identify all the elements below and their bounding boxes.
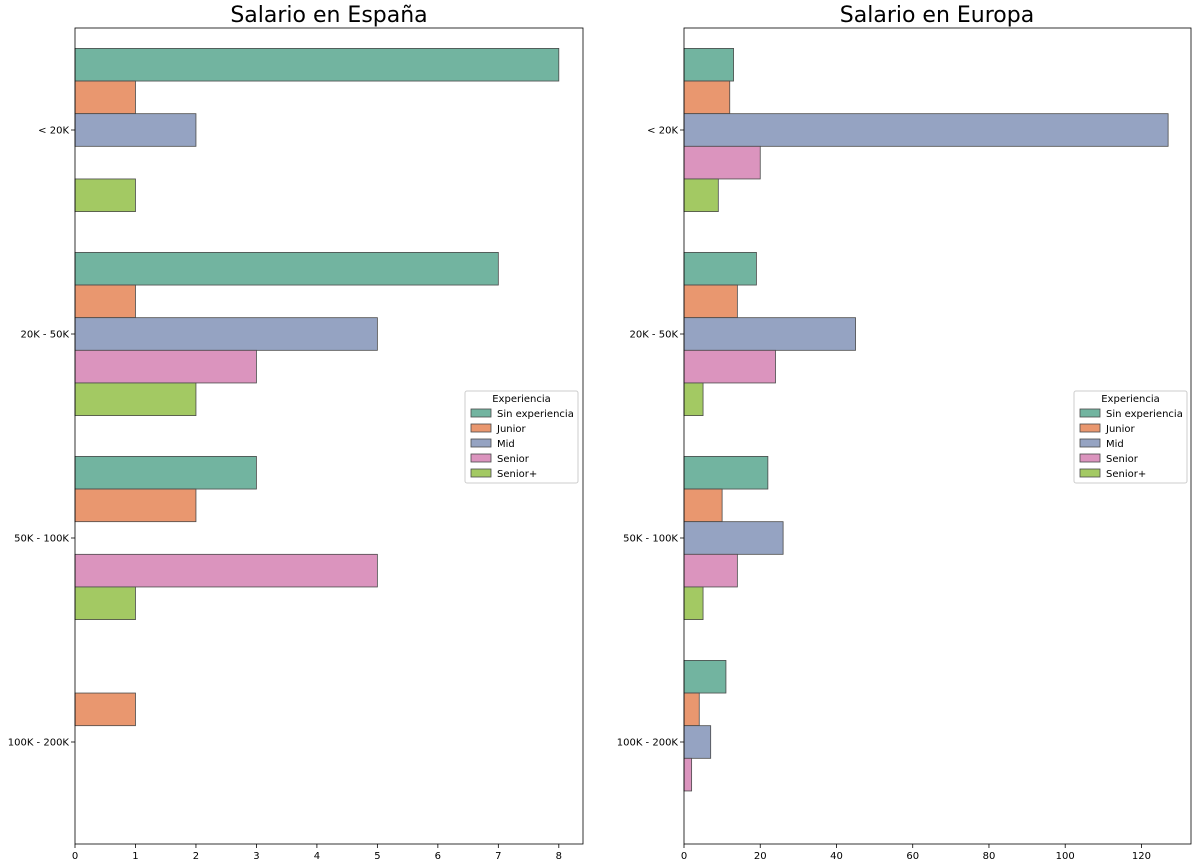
bar-sin-experiencia-50k-100k [74, 455, 257, 490]
bar-junior-20k [74, 80, 136, 115]
bar-sin-experiencia-20k [683, 48, 734, 82]
legend-title: Experiencia [492, 394, 551, 405]
bar-sin-experiencia-20k-50k [74, 251, 499, 286]
bar-sin-experiencia-20k-50k [683, 251, 757, 286]
x-tick-label: 4 [314, 851, 320, 862]
bar-mid-50k-100k [683, 521, 784, 555]
bar-mid-100k-200k [683, 725, 712, 759]
bar-junior-20k-50k [683, 284, 738, 319]
x-tick-label: 20 [754, 851, 767, 862]
chart-title: Salario en España [230, 3, 427, 28]
bar-mid-20k-50k [74, 317, 378, 351]
bar-mid-20k-50k [683, 317, 856, 351]
y-tick-label: 50K - 100K [14, 534, 69, 545]
bar-senior-20k [74, 178, 136, 213]
x-tick-label: 120 [1132, 851, 1151, 862]
bar-senior-20k-50k [683, 349, 776, 384]
y-tick-label: 20K - 50K [20, 330, 69, 341]
legend-title: Experiencia [1101, 394, 1160, 405]
x-tick-label: 7 [495, 851, 501, 862]
legend-label-senior: Senior+ [497, 469, 537, 480]
y-tick-label: < 20K [647, 126, 678, 137]
chart-title: Salario en Europa [840, 3, 1034, 28]
bar-senior-20k-50k [74, 349, 257, 384]
bar-mid-20k [683, 113, 1169, 147]
legend: Experiencia Sin experiencia Junior Mid Senio… [464, 390, 579, 484]
y-tick-label: 50K - 100K [623, 534, 678, 545]
bar-junior-20k [683, 80, 731, 115]
bar-sin-experiencia-50k-100k [683, 455, 769, 490]
bar-senior-50k-100k [683, 553, 738, 588]
bar-senior-20k [683, 178, 719, 213]
legend-swatch-sin-experiencia [470, 408, 492, 418]
x-tick-label: 60 [906, 851, 919, 862]
legend-swatch-senior [470, 468, 492, 478]
y-tick-label: < 20K [38, 126, 69, 137]
legend-label-senior: Senior+ [1106, 469, 1146, 480]
legend-box [1073, 390, 1188, 484]
bar-junior-100k-200k [683, 692, 700, 727]
chart-2: Salario en Europa < 20K 20K - 50K 50K - 100… [617, 3, 1192, 862]
legend-swatch-senior [1079, 453, 1101, 463]
y-tick-label: 100K - 200K [8, 738, 70, 749]
legend-box [464, 390, 579, 484]
x-tick-label: 8 [556, 851, 562, 862]
bar-senior-50k-100k [683, 586, 704, 621]
legend-swatch-mid [1079, 438, 1101, 448]
x-tick-label: 0 [681, 851, 687, 862]
bar-sin-experiencia-100k-200k [683, 660, 727, 694]
legend-swatch-senior [1079, 468, 1101, 478]
x-tick-label: 80 [983, 851, 996, 862]
x-tick-label: 2 [193, 851, 199, 862]
bar-sin-experiencia-20k [74, 48, 560, 82]
legend-label-junior: Junior [1105, 424, 1136, 435]
legend-label-junior: Junior [496, 424, 527, 435]
plot-frame [74, 27, 584, 845]
bar-junior-50k-100k [683, 488, 723, 523]
legend-label-sin-experiencia: Sin experiencia [497, 409, 574, 420]
y-tick-label: 20K - 50K [629, 330, 678, 341]
y-tick-label: 100K - 200K [617, 738, 679, 749]
bar-senior-20k [683, 145, 761, 180]
bar-senior-20k-50k [74, 382, 197, 416]
legend-label-senior: Senior [497, 454, 530, 465]
x-tick-label: 6 [435, 851, 441, 862]
legend-swatch-mid [470, 438, 492, 448]
x-tick-label: 5 [374, 851, 380, 862]
x-tick-label: 100 [1056, 851, 1075, 862]
x-tick-label: 3 [253, 851, 259, 862]
chart-1: Salario en España < 20K 20K - 50K 50K - 100… [8, 3, 584, 862]
bar-senior-50k-100k [74, 553, 378, 588]
plot-frame [683, 27, 1192, 845]
x-tick-label: 1 [132, 851, 138, 862]
legend-swatch-sin-experiencia [1079, 408, 1101, 418]
legend-swatch-junior [1079, 423, 1101, 433]
bar-junior-20k-50k [74, 284, 136, 319]
legend-label-mid: Mid [1106, 439, 1124, 450]
legend: Experiencia Sin experiencia Junior Mid Senio… [1073, 390, 1188, 484]
legend-label-sin-experiencia: Sin experiencia [1106, 409, 1183, 420]
x-tick-label: 0 [72, 851, 78, 862]
legend-label-senior: Senior [1106, 454, 1139, 465]
legend-swatch-senior [470, 453, 492, 463]
bar-senior-100k-200k [683, 757, 693, 792]
bar-senior-20k-50k [683, 382, 704, 416]
bar-mid-20k [74, 113, 197, 147]
legend-label-mid: Mid [497, 439, 515, 450]
x-tick-label: 40 [830, 851, 843, 862]
bar-junior-50k-100k [74, 488, 197, 523]
legend-swatch-junior [470, 423, 492, 433]
bar-junior-100k-200k [74, 692, 136, 727]
bar-senior-50k-100k [74, 586, 136, 621]
